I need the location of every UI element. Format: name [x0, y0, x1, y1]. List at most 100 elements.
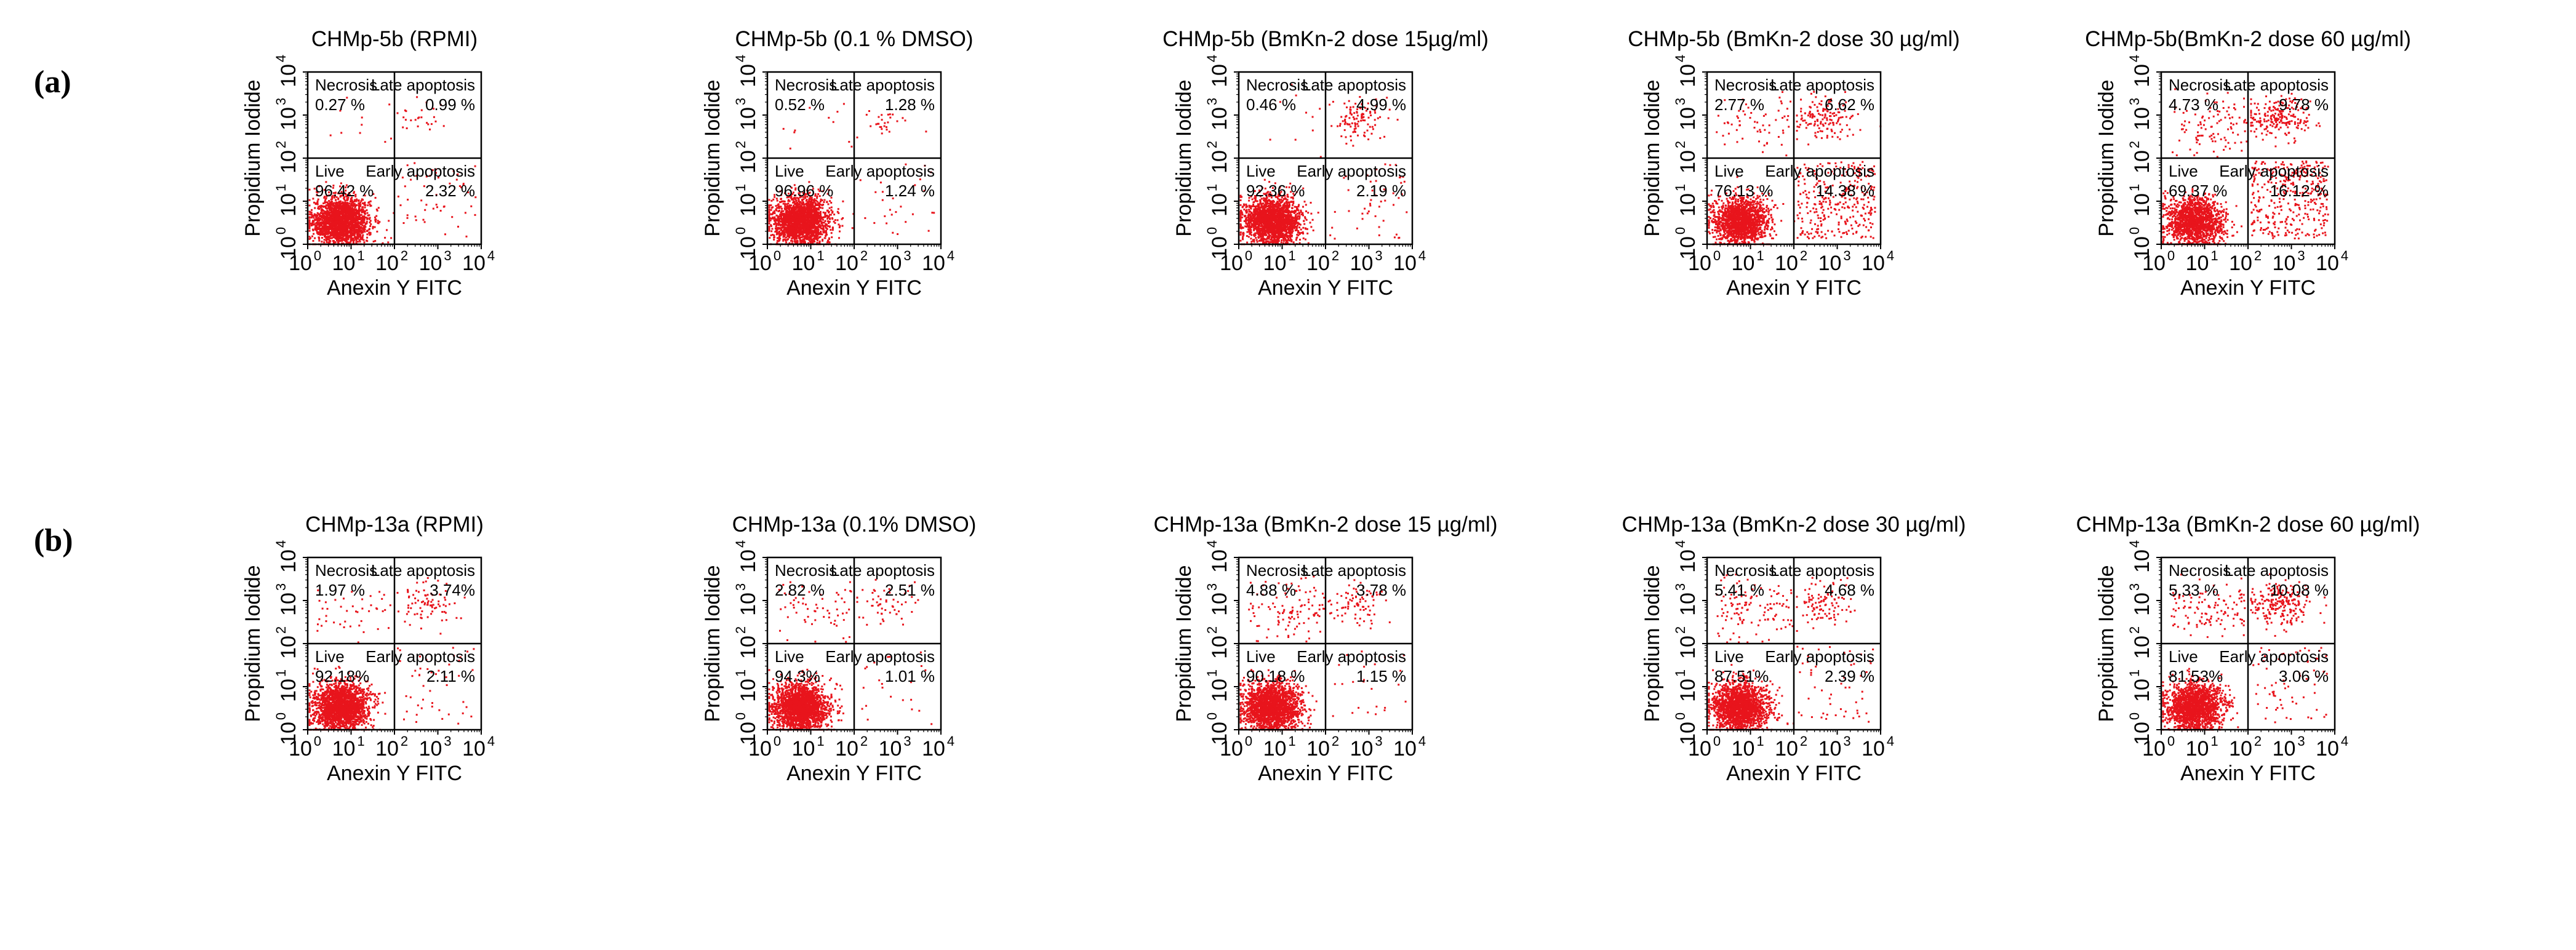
event-dot — [356, 210, 358, 213]
event-dot — [313, 213, 316, 215]
event-dot — [817, 225, 820, 227]
event-dot — [804, 240, 806, 242]
event-dot — [342, 206, 345, 208]
event-dot — [353, 203, 355, 206]
event-dot — [346, 97, 348, 99]
event-dot — [332, 221, 335, 223]
event-dot — [798, 221, 800, 223]
event-dot — [814, 230, 816, 232]
event-dot — [362, 208, 364, 210]
event-dot — [332, 234, 335, 237]
event-dot — [811, 216, 814, 218]
event-dot — [358, 215, 361, 217]
event-dot — [790, 222, 792, 224]
event-dot — [826, 228, 828, 230]
event-dot — [387, 241, 390, 244]
event-dot — [345, 222, 348, 224]
event-dot — [775, 208, 777, 210]
event-dot — [884, 122, 886, 124]
event-dot — [337, 204, 339, 207]
event-dot — [356, 217, 358, 219]
event-dot — [311, 235, 313, 238]
x-tick-exponent: 1 — [357, 248, 364, 263]
event-dot — [818, 232, 820, 234]
event-dot — [368, 228, 370, 231]
event-dot — [814, 210, 816, 213]
event-dot — [352, 216, 354, 218]
event-dot — [312, 220, 314, 222]
event-dot — [329, 224, 331, 226]
x-tick-exponent: 2 — [401, 248, 408, 263]
event-dot — [318, 217, 320, 220]
event-dot — [322, 233, 325, 234]
event-dot — [327, 217, 330, 220]
event-dot — [808, 212, 810, 214]
event-dot — [359, 205, 361, 207]
event-dot — [335, 209, 337, 212]
event-dot — [810, 196, 813, 199]
event-dot — [362, 228, 364, 230]
event-dot — [337, 226, 339, 229]
event-dot — [856, 136, 858, 138]
x-tick-label: 10 — [375, 252, 399, 275]
event-dot — [848, 141, 850, 143]
event-dot — [329, 242, 331, 244]
event-dot — [334, 241, 337, 244]
event-dot — [817, 188, 820, 191]
event-dot — [439, 210, 442, 212]
x-tick-exponent: 0 — [314, 248, 321, 263]
event-dot — [353, 215, 355, 217]
event-dot — [324, 189, 326, 191]
event-dot — [806, 233, 809, 235]
event-dot — [335, 212, 337, 214]
event-dot — [351, 218, 353, 220]
event-dot — [780, 220, 782, 223]
event-dot — [364, 225, 366, 227]
event-dot — [779, 190, 782, 193]
event-dot — [805, 209, 807, 211]
event-dot — [352, 234, 354, 236]
event-dot — [319, 234, 321, 236]
event-dot — [892, 113, 894, 116]
event-dot — [771, 228, 774, 230]
event-dot — [342, 216, 345, 218]
event-dot — [774, 212, 776, 214]
event-dot — [820, 222, 823, 225]
event-dot — [351, 222, 353, 225]
event-dot — [339, 239, 342, 242]
event-dot — [886, 126, 887, 129]
event-dot — [780, 233, 783, 236]
event-dot — [781, 223, 783, 226]
event-dot — [342, 226, 345, 228]
event-dot — [351, 207, 353, 209]
x-tick-label: 10 — [289, 252, 312, 275]
event-dot — [340, 238, 343, 240]
event-dot — [342, 222, 345, 225]
event-dot — [778, 219, 780, 222]
event-dot — [317, 207, 319, 210]
event-dot — [798, 226, 800, 229]
event-dot — [354, 204, 356, 206]
event-dot — [437, 177, 439, 179]
event-dot — [796, 235, 799, 238]
event-dot — [897, 233, 899, 235]
event-dot — [794, 222, 797, 224]
event-dot — [353, 234, 356, 237]
event-dot — [789, 195, 791, 198]
event-dot — [812, 227, 814, 230]
event-dot — [807, 226, 809, 228]
event-dot — [402, 222, 405, 224]
event-dot — [348, 222, 350, 225]
event-dot — [358, 206, 360, 208]
event-dot — [356, 211, 359, 213]
event-dot — [358, 226, 361, 229]
event-dot — [801, 202, 803, 205]
event-dot — [780, 214, 782, 215]
event-dot — [327, 226, 329, 229]
event-dot — [793, 201, 796, 204]
event-dot — [310, 217, 313, 219]
event-dot — [369, 233, 372, 236]
event-dot — [320, 209, 322, 211]
event-dot — [325, 222, 327, 225]
event-dot — [331, 221, 334, 223]
